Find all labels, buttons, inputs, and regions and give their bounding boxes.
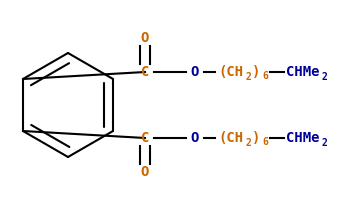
Text: 2: 2 [245,138,251,148]
Text: 6: 6 [262,71,268,81]
Text: C: C [141,131,149,145]
Text: CHMe: CHMe [286,131,319,145]
Text: O: O [141,31,149,45]
Text: 2: 2 [322,72,328,82]
Text: (CH: (CH [218,131,243,145]
Text: (CH: (CH [218,65,243,79]
Text: ): ) [252,65,261,79]
Text: O: O [191,65,199,79]
Text: 2: 2 [322,138,328,148]
Text: CHMe: CHMe [286,65,319,79]
Text: C: C [141,65,149,79]
Text: 6: 6 [262,137,268,147]
Text: O: O [141,165,149,179]
Text: 2: 2 [245,72,251,82]
Text: O: O [191,131,199,145]
Text: ): ) [252,131,261,145]
